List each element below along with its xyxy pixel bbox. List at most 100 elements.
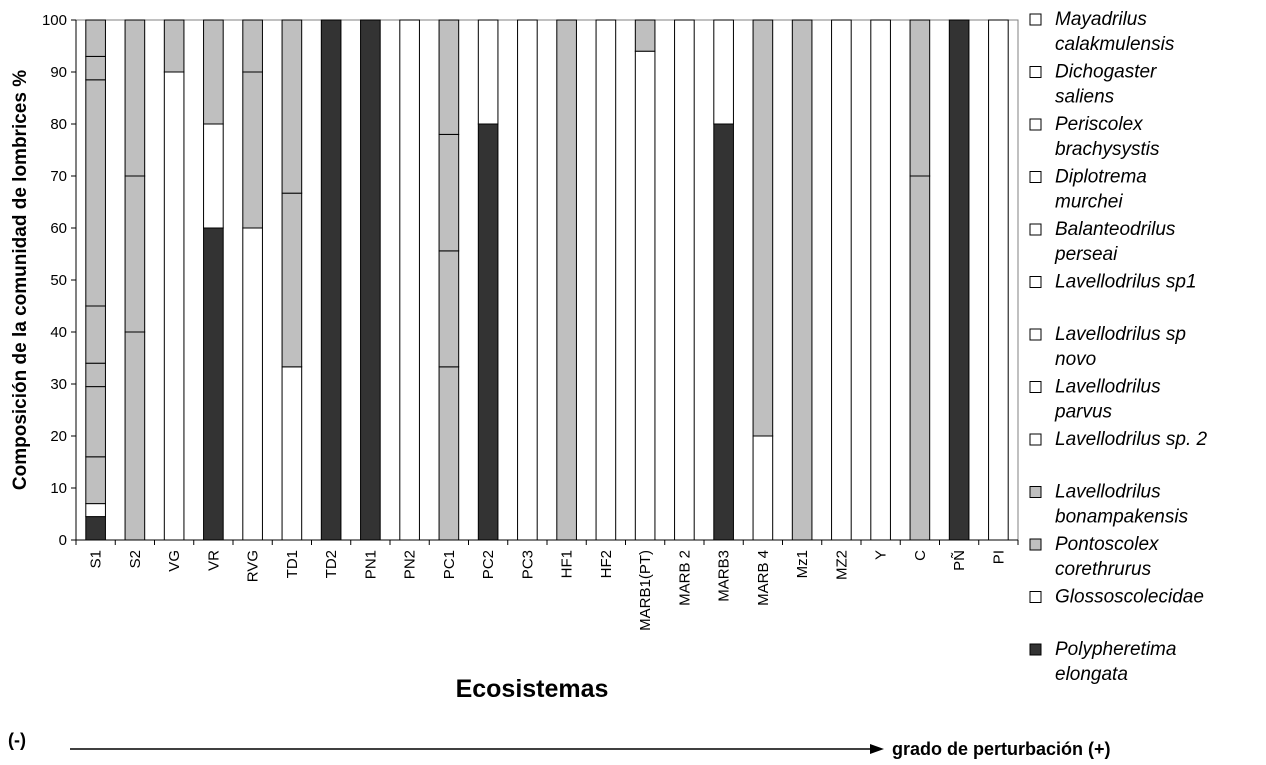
legend-swatch [1029, 591, 1042, 603]
legend-swatch [1029, 13, 1042, 26]
y-axis-label: Composición de la comunidad de lombrices… [10, 70, 31, 490]
plot-frame [75, 19, 1019, 541]
legend-entry: Lavellodrilus [1055, 377, 1161, 398]
bar-segment [124, 175, 146, 333]
y-tick-label: 60 [50, 220, 67, 237]
y-tick-label: 30 [50, 376, 67, 393]
bar-segment [438, 133, 460, 252]
arrow-head [870, 744, 884, 754]
x-tick-label: C [912, 550, 929, 561]
legend-swatch [1029, 486, 1042, 498]
bar-segment [909, 19, 931, 177]
x-tick-labels: S1 S2 VG VR RVG TD1 TD2 PN1 PN2 PC1 PC2 PC3 HF1 HF2 MA… [75, 540, 1019, 631]
x-tick-label: S1 [88, 550, 105, 568]
bar-segment [438, 366, 460, 541]
legend-entry: perseai [1054, 244, 1118, 265]
bar-segment [203, 227, 224, 541]
bar-segment [124, 19, 146, 177]
x-tick-label: MARB 2 [676, 550, 693, 606]
legend-entry: Glossoscolecidae [1055, 587, 1204, 608]
y-tick-label: 0 [59, 532, 67, 549]
bar-segment [595, 19, 617, 541]
x-tick-label: PN1 [362, 550, 379, 579]
bar-segment [281, 19, 303, 194]
bar-segment [634, 19, 656, 52]
y-tick-label: 100 [42, 12, 67, 29]
bar-segment [85, 516, 106, 541]
bar-segment [870, 19, 891, 541]
bar-segment [477, 19, 499, 125]
bar-segment [674, 19, 695, 541]
bar-segment [85, 79, 106, 307]
legend-entry: elongata [1055, 664, 1128, 685]
bar-segment [85, 362, 106, 388]
bar-segment [438, 19, 460, 135]
legend-swatch [1029, 328, 1042, 341]
legend-swatch [1029, 643, 1042, 656]
y-tick-label: 50 [50, 272, 67, 289]
x-tick-label: Mz1 [794, 550, 811, 578]
bar-segment [791, 19, 813, 541]
legend-swatch [1029, 171, 1042, 183]
x-tick-label: VG [166, 550, 183, 572]
bar-segment [242, 71, 263, 229]
bar-segment [124, 331, 146, 541]
x-tick-label: PC2 [480, 550, 497, 579]
bar-segment [752, 435, 774, 541]
bar-segment [85, 55, 106, 81]
bar-segment [438, 250, 460, 368]
bar-segment [320, 19, 342, 541]
y-tick-label: 20 [50, 428, 67, 445]
legend-entry: Lavellodrilus sp1 [1055, 272, 1197, 293]
legend-entry: Lavellodrilus sp [1055, 324, 1186, 345]
legend: Mayadrilus calakmulensis Dichogaster salien… [1029, 9, 1208, 685]
x-axis-label: Ecosistemas [456, 675, 609, 703]
bar-segment [556, 19, 577, 541]
x-tick-label: HF2 [598, 550, 615, 578]
legend-entry: Dichogaster [1055, 62, 1157, 83]
bar-segment [713, 123, 734, 541]
x-tick-label: TD2 [323, 550, 340, 578]
legend-entry: calakmulensis [1055, 34, 1175, 55]
legend-entry: corethrurus [1055, 559, 1152, 580]
x-tick-label: VR [205, 550, 222, 571]
bar-segment [831, 19, 852, 541]
x-tick-label: RVG [245, 550, 262, 582]
bars [85, 19, 1009, 541]
legend-entry: murchei [1055, 192, 1123, 213]
bar-segment [634, 50, 656, 541]
legend-swatch [1029, 118, 1042, 131]
arrow-right-label: grado de perturbación (+) [892, 739, 1111, 759]
x-tick-label: S2 [127, 550, 144, 568]
perturbation-arrow: (-) grado de perturbación (+) [8, 730, 1111, 759]
x-tick-label: TD1 [284, 550, 301, 578]
x-tick-label: Y [873, 550, 890, 560]
x-tick-label: PI [990, 550, 1007, 564]
legend-entry: Diplotrema [1055, 167, 1147, 188]
y-tick-label: 80 [50, 116, 67, 133]
bar-segment [163, 71, 185, 541]
legend-entry: Lavellodrilus [1055, 482, 1161, 503]
bar-segment [909, 175, 931, 541]
x-tick-label: HF1 [559, 550, 576, 578]
legend-entry: parvus [1054, 402, 1113, 423]
bar-segment [713, 19, 734, 125]
bar-segment [988, 19, 1009, 541]
legend-swatch [1029, 433, 1042, 446]
bar-segment [85, 386, 106, 458]
y-tick-labels: 0 10 20 30 40 50 60 70 80 90 100 [42, 12, 76, 549]
x-tick-label: MZ2 [833, 550, 850, 580]
x-tick-label: MARB3 [716, 550, 733, 602]
bar-segment [281, 192, 303, 368]
x-tick-label: PC3 [519, 550, 536, 579]
legend-entry: Periscolex [1055, 114, 1144, 135]
x-tick-label: MARB1(PT) [637, 550, 654, 631]
legend-entry: brachysystis [1055, 139, 1160, 160]
x-tick-label: PÑ [951, 550, 968, 571]
arrow-left-label: (-) [8, 730, 26, 750]
bar-segment [242, 227, 263, 541]
bar-segment [203, 123, 224, 229]
bar-segment [242, 19, 263, 73]
bar-segment [399, 19, 420, 541]
bar-segment [163, 19, 185, 73]
